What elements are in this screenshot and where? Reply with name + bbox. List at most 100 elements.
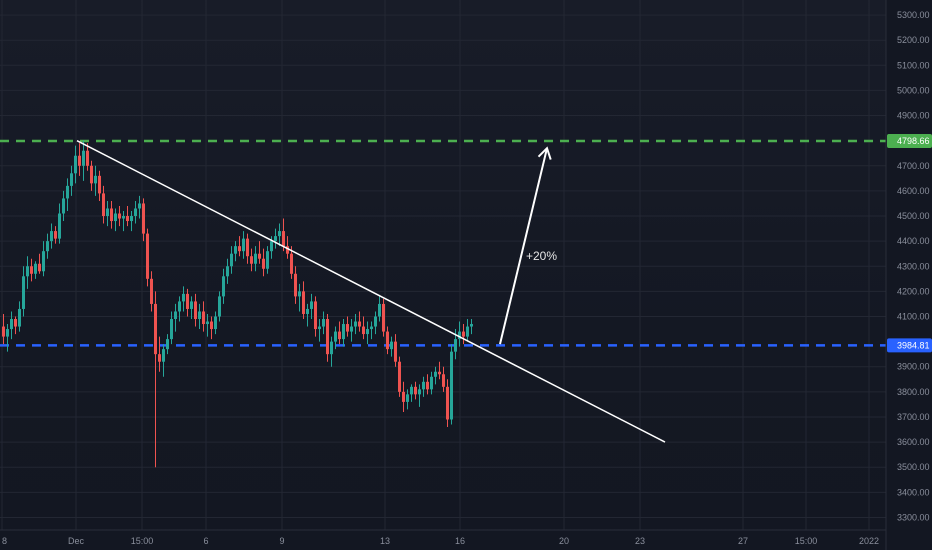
candle-body (134, 208, 137, 217)
candle (462, 324, 465, 345)
candle (370, 321, 373, 340)
candle (418, 384, 421, 407)
candle (34, 261, 37, 279)
candle (226, 258, 229, 284)
candle-body (430, 376, 433, 390)
candle (186, 288, 189, 317)
candle-body (22, 276, 25, 309)
candle (302, 281, 305, 320)
candles (2, 140, 473, 468)
candle (446, 379, 449, 428)
y-tick-label: 5000.00 (897, 85, 930, 95)
candle (378, 296, 381, 322)
candle-body (294, 273, 297, 297)
price-axis[interactable]: 5300.00 5200.00 5100.00 5000.00 4900.00 4700.… (885, 0, 932, 550)
candle-body (162, 349, 165, 362)
candle (402, 381, 405, 412)
y-tick-label: 4600.00 (897, 186, 930, 196)
y-tick-label: 3600.00 (897, 437, 930, 447)
candle (178, 296, 181, 322)
candle (338, 321, 341, 345)
x-tick-label: 23 (635, 536, 645, 546)
candle-body (358, 321, 361, 327)
candle-body (150, 278, 153, 304)
candle (10, 311, 13, 340)
candle-body (138, 203, 141, 209)
x-tick-label: 15:00 (131, 536, 154, 546)
candle-body (470, 324, 473, 327)
candle-body (382, 303, 385, 332)
candle-body (190, 301, 193, 309)
candle (42, 241, 45, 277)
candle-body (58, 213, 61, 239)
candle-body (410, 386, 413, 395)
candle (66, 178, 69, 211)
candle (246, 233, 249, 264)
candle (230, 246, 233, 274)
candle (170, 311, 173, 345)
candle-body (110, 208, 113, 222)
candle-body (270, 241, 273, 252)
y-tick-label: 3800.00 (897, 387, 930, 397)
candle-body (30, 266, 33, 274)
candle-body (350, 326, 353, 332)
candle-body (38, 263, 41, 272)
candle (174, 303, 177, 332)
candle (106, 200, 109, 227)
candle (278, 223, 281, 247)
candle (202, 301, 205, 332)
candle (30, 258, 33, 282)
candle-body (442, 374, 445, 387)
candle-body (74, 155, 77, 174)
candle-body (374, 316, 377, 327)
candle (54, 226, 57, 244)
x-tick-label: 9 (279, 536, 284, 546)
candle-body (282, 231, 285, 247)
y-tick-label: 4400.00 (897, 236, 930, 246)
candle-body (126, 216, 129, 222)
candle (346, 316, 349, 337)
candle (430, 371, 433, 395)
candle-body (78, 155, 81, 166)
candle-body (42, 251, 45, 272)
candle (334, 326, 337, 350)
candle-body (330, 341, 333, 355)
candle (298, 283, 301, 312)
candle-body (254, 253, 257, 264)
candle-body (450, 351, 453, 420)
time-axis[interactable]: 8 Dec 15:00 6 9 13 16 20 23 27 15:00 2022 (0, 529, 886, 546)
candle-body (10, 319, 13, 330)
candle (250, 248, 253, 272)
candle (194, 293, 197, 327)
candle-body (354, 321, 357, 327)
x-tick-label: 16 (455, 536, 465, 546)
candle (442, 366, 445, 392)
candle-body (462, 331, 465, 337)
x-tick-label: 8 (2, 536, 7, 546)
candle (74, 145, 77, 184)
price-axis-bg (886, 0, 932, 550)
candle-body (198, 311, 201, 320)
candle (122, 210, 125, 232)
candle (422, 376, 425, 397)
candle (330, 336, 333, 367)
candle-body (122, 216, 125, 219)
candle (82, 140, 85, 181)
y-tick-label: 5300.00 (897, 10, 930, 20)
candle (138, 195, 141, 219)
candle (50, 223, 53, 249)
candle (310, 293, 313, 320)
candle-body (26, 266, 29, 277)
candle (126, 205, 129, 227)
candle (290, 246, 293, 279)
candle-body (226, 266, 229, 277)
candle-body (146, 233, 149, 279)
candle-body (246, 238, 249, 257)
candle (26, 256, 29, 289)
candle (218, 291, 221, 322)
candle (90, 160, 93, 191)
y-tick-label: 4200.00 (897, 286, 930, 296)
candle (394, 334, 397, 367)
